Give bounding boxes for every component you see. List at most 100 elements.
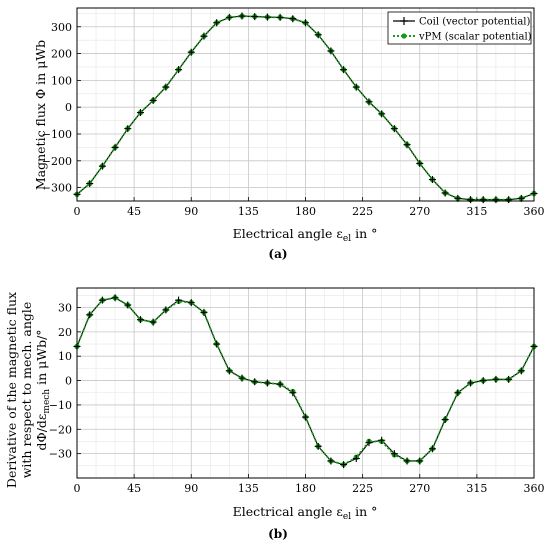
data-point-coil: [238, 12, 246, 20]
y-tick-label: −200: [42, 155, 72, 168]
series-b: [73, 294, 538, 469]
data-point-coil: [149, 318, 157, 326]
legend-label-coil: Coil (vector potential): [419, 17, 530, 28]
data-point-coil: [263, 379, 271, 387]
data-point-coil: [340, 461, 348, 469]
data-point-coil: [340, 66, 348, 74]
data-point-coil: [403, 457, 411, 465]
y-axis-label-b-line2: with respect to mech. angle: [19, 302, 34, 479]
x-axis-label-a: Electrical angle εel in °: [233, 226, 378, 244]
panel-b: 0 45 90 135 180 225 270 315 360−30−20−100102030 …: [4, 287, 545, 541]
x-tick-label: 135: [238, 205, 259, 218]
x-tick-label: 225: [352, 482, 373, 495]
y-axis-label-b-line1: Derivative of the magnetic flux: [4, 292, 19, 488]
y-tick-label: 200: [51, 48, 72, 61]
data-point-coil: [352, 455, 360, 463]
data-point-coil: [390, 450, 398, 458]
legend-marker-vpm: [401, 33, 407, 39]
data-point-coil: [162, 306, 170, 314]
data-point-coil: [289, 389, 297, 397]
legend-item-vpm: vPM (scalar potential): [393, 32, 532, 43]
data-point-coil: [149, 96, 157, 104]
x-tick-label: 135: [238, 482, 259, 495]
grid-b: [76, 288, 535, 479]
data-point-coil: [467, 379, 475, 387]
x-tick-label: 315: [466, 482, 487, 495]
y-tick-label: 0: [65, 101, 72, 114]
y-tick-label: 300: [51, 21, 72, 34]
data-point-coil: [492, 196, 500, 204]
legend-item-coil: Coil (vector potential): [393, 17, 530, 28]
data-point-coil: [263, 13, 271, 21]
y-tick-label: 20: [58, 326, 72, 339]
data-point-coil: [225, 13, 233, 21]
tick-labels-b: 0 45 90 135 180 225 270 315 360 −30 −20 −10 0 10 20 30: [49, 301, 545, 495]
data-point-coil: [467, 196, 475, 204]
legend-marker-coil: [400, 17, 408, 25]
data-point-coil: [416, 159, 424, 167]
panel-label-a: (a): [268, 247, 287, 261]
data-point-coil: [175, 66, 183, 74]
data-point-coil: [251, 378, 259, 386]
data-point-coil: [111, 143, 119, 151]
data-point-coil: [213, 19, 221, 27]
y-tick-label: −30: [49, 448, 72, 461]
x-tick-label: 360: [524, 482, 545, 495]
data-point-coil: [378, 436, 386, 444]
x-axis-label-b: Electrical angle εel in °: [233, 504, 378, 522]
y-tick-label: −300: [42, 182, 72, 195]
data-point-coil: [251, 13, 259, 21]
x-tick-label: 90: [184, 482, 198, 495]
data-point-coil: [517, 367, 525, 375]
data-point-coil: [276, 13, 284, 21]
data-point-coil: [86, 180, 94, 188]
y-tick-label: −100: [42, 128, 72, 141]
data-point-coil: [327, 47, 335, 55]
x-tick-label: 180: [295, 482, 316, 495]
panel-a: 0 45 90 135 180 225 270 315 360 −300 −200 −100 0 100 2…: [33, 7, 545, 261]
y-tick-label: −10: [49, 399, 72, 412]
data-point-coil: [314, 31, 322, 39]
data-point-coil: [428, 445, 436, 453]
x-tick-label: 315: [466, 205, 487, 218]
data-point-coil: [162, 83, 170, 91]
data-point-coil: [213, 340, 221, 348]
panel-label-b: (b): [268, 527, 288, 541]
y-tick-label: −20: [49, 423, 72, 436]
legend: Coil (vector potential) vPM (scalar pote…: [387, 11, 532, 45]
x-tick-label: 360: [524, 205, 545, 218]
data-point-coil: [86, 311, 94, 319]
y-tick-label: 100: [51, 74, 72, 87]
x-tick-label: 45: [127, 205, 141, 218]
data-point-coil: [98, 162, 106, 170]
data-point-coil: [505, 196, 513, 204]
data-point-coil: [200, 308, 208, 316]
tick-labels-a: 0 45 90 135 180 225 270 315 360 −300 −200 −100 0 100 2…: [42, 21, 545, 218]
data-point-coil: [378, 110, 386, 118]
data-point-coil: [225, 367, 233, 375]
data-point-coil: [352, 83, 360, 91]
data-point-coil: [327, 457, 335, 465]
data-point-coil: [314, 442, 322, 450]
y-tick-label: 30: [58, 301, 72, 314]
data-point-coil: [302, 413, 309, 421]
x-tick-label: 270: [409, 482, 430, 495]
data-point-coil: [505, 375, 513, 383]
data-point-coil: [136, 316, 144, 324]
data-point-coil: [441, 416, 449, 424]
series-a: [73, 12, 538, 204]
data-point-coil: [187, 299, 195, 307]
x-tick-label: 270: [409, 205, 430, 218]
data-point-coil: [238, 374, 246, 382]
data-point-coil: [403, 141, 411, 149]
data-point-coil: [428, 176, 436, 184]
y-tick-label: 10: [58, 350, 72, 363]
legend-label-vpm: vPM (scalar potential): [418, 32, 532, 43]
data-point-coil: [492, 375, 500, 383]
data-point-coil: [111, 294, 119, 302]
data-point-coil: [365, 98, 373, 106]
data-point-coil: [187, 48, 195, 56]
data-point-coil: [454, 389, 462, 397]
data-point-coil: [136, 109, 144, 117]
data-point-coil: [365, 439, 373, 447]
